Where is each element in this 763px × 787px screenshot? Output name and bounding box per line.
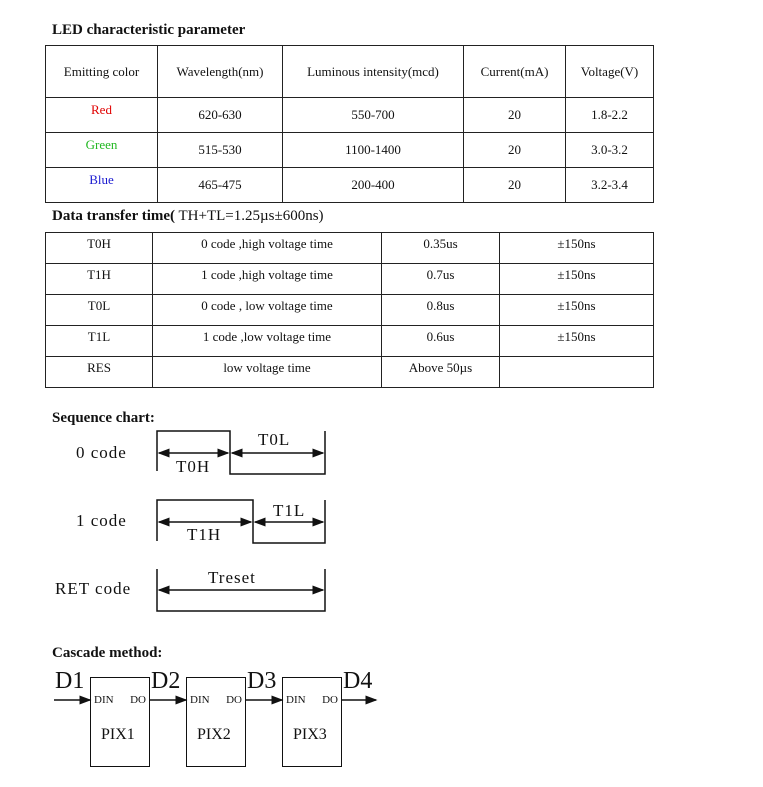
code0-waveform [156, 430, 326, 475]
cell: ±150ns [499, 263, 654, 295]
pixel-box-2: DIN DO PIX2 [186, 677, 246, 767]
din-label: DIN [94, 694, 114, 706]
signal-d2: D2 [151, 668, 181, 694]
cell: low voltage time [152, 356, 382, 388]
cell [499, 356, 654, 388]
code1-waveform [156, 499, 326, 544]
code0-label: 0 code [76, 443, 127, 462]
cell: ±150ns [499, 232, 654, 264]
t0l-label: T0L [258, 430, 291, 449]
pixel-box-3: DIN DO PIX3 [282, 677, 342, 767]
pixel-label: PIX1 [101, 726, 135, 743]
cell: ±150ns [499, 325, 654, 357]
header-cell: Current(mA) [463, 45, 566, 98]
transfer-section-title: Data transfer time( TH+TL=1.25µs±600ns) [52, 208, 324, 225]
cell: T1H [45, 263, 153, 295]
led-section-title: LED characteristic parameter [52, 22, 246, 38]
sequence-title: Sequence chart: [52, 410, 155, 426]
do-label: DO [226, 694, 242, 706]
signal-d4: D4 [343, 668, 373, 694]
cell: 1.8-2.2 [565, 97, 654, 133]
table-row: T1L 1 code ,low voltage time 0.6us ±150ns [45, 325, 654, 357]
ret-label: RET code [55, 579, 132, 598]
signal-d1: D1 [55, 668, 85, 694]
cell: T0L [45, 294, 153, 326]
cell: 20 [463, 132, 566, 168]
cell: 20 [463, 167, 566, 203]
cell: 0.6us [381, 325, 500, 357]
do-label: DO [322, 694, 338, 706]
cell: 515-530 [157, 132, 283, 168]
header-cell: Wavelength(nm) [157, 45, 283, 98]
signal-d3: D3 [247, 668, 277, 694]
header-cell: Luminous intensity(mcd) [282, 45, 464, 98]
header-cell: Emitting color [45, 45, 158, 98]
cell: 620-630 [157, 97, 283, 133]
cell: 0 code , low voltage time [152, 294, 382, 326]
cell: 550-700 [282, 97, 464, 133]
table-row: T1H 1 code ,high voltage time 0.7us ±150ns [45, 263, 654, 295]
t1h-label: T1H [187, 525, 222, 544]
color-cell: Green [45, 132, 158, 168]
cell: RES [45, 356, 153, 388]
ret-waveform [156, 569, 326, 612]
cascade-title: Cascade method: [52, 645, 163, 661]
cell: 1 code ,low voltage time [152, 325, 382, 357]
transfer-time-table: T0H 0 code ,high voltage time 0.35us ±150ns… [45, 232, 654, 388]
color-cell: Blue [45, 167, 158, 203]
cell: 1 code ,high voltage time [152, 263, 382, 295]
din-label: DIN [190, 694, 210, 706]
table-row: RES low voltage time Above 50µs [45, 356, 654, 388]
cell: 465-475 [157, 167, 283, 203]
t0h-label: T0H [176, 457, 211, 476]
title-rest: TH+TL=1.25µs±600ns) [175, 208, 324, 224]
pixel-label: PIX3 [293, 726, 327, 743]
table-header-row: Emitting color Wavelength(nm) Luminous i… [45, 45, 654, 98]
table-row: Blue 465-475 200-400 20 3.2-3.4 [45, 167, 654, 203]
cell: 3.2-3.4 [565, 167, 654, 203]
din-label: DIN [286, 694, 306, 706]
table-row: Red 620-630 550-700 20 1.8-2.2 [45, 97, 654, 133]
t1l-label: T1L [273, 501, 306, 520]
title-bold: Data transfer time( [52, 208, 176, 224]
pixel-box-1: DIN DO PIX1 [90, 677, 150, 767]
treset-label: Treset [208, 568, 256, 587]
pixel-label: PIX2 [197, 726, 231, 743]
cell: 200-400 [282, 167, 464, 203]
cell: Above 50µs [381, 356, 500, 388]
table-row: T0L 0 code , low voltage time 0.8us ±150ns [45, 294, 654, 326]
do-label: DO [130, 694, 146, 706]
led-parameter-table: Emitting color Wavelength(nm) Luminous i… [45, 45, 654, 203]
cell: ±150ns [499, 294, 654, 326]
header-cell: Voltage(V) [565, 45, 654, 98]
code1-label: 1 code [76, 511, 127, 530]
